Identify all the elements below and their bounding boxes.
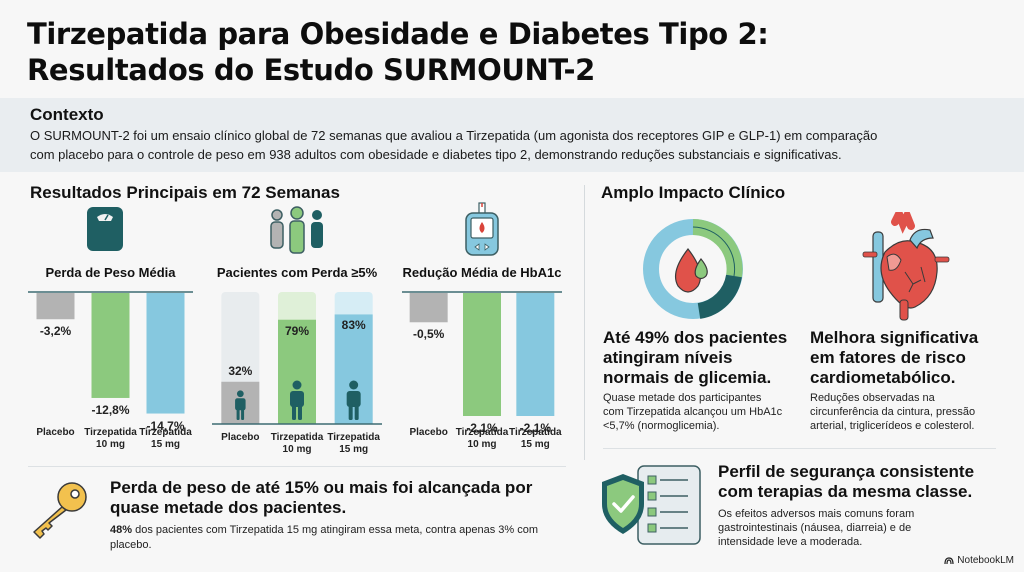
key-finding-heading: Perda de peso de até 15% ou mais foi alc… xyxy=(110,478,533,517)
data-label: -12,8% xyxy=(91,402,130,417)
category-label: Placebo xyxy=(221,432,260,443)
people-icon xyxy=(270,206,323,254)
safety-text: Os efeitos adversos mais comuns foram ga… xyxy=(718,508,915,548)
heart-icon xyxy=(862,212,950,321)
data-label: 79% xyxy=(284,323,310,338)
title-line-2: Resultados do Estudo SURMOUNT-2 xyxy=(27,53,595,87)
chart-title: Redução Média de HbA1c xyxy=(402,265,562,280)
data-label: -2,1% xyxy=(466,421,498,435)
context-panel: Contexto O SURMOUNT-2 foi um ensaio clín… xyxy=(0,98,1024,172)
shield-checklist-icon xyxy=(602,465,701,545)
key-icon xyxy=(33,482,87,539)
data-label: 83% xyxy=(341,318,366,333)
bar xyxy=(463,293,501,416)
brand-label: NotebookLM xyxy=(957,555,1014,566)
divider xyxy=(603,448,996,449)
data-label: 32% xyxy=(228,363,253,378)
bar xyxy=(516,293,555,416)
title-line-1: Tirzepatida para Obesidade e Diabetes Ti… xyxy=(27,17,769,51)
bar xyxy=(409,293,448,323)
divider xyxy=(28,466,566,467)
chart-hba1c: Redução Média de HbA1c -0,5% Placebo -2,1%… xyxy=(402,202,562,460)
plot-area xyxy=(28,291,193,414)
impact-heading: Amplo Impacto Clínico xyxy=(601,183,786,202)
glycemia-text: Quase metade dos participantes com Tirze… xyxy=(603,392,783,432)
plot-area xyxy=(402,291,562,416)
category-label: Placebo xyxy=(36,427,75,438)
category-label: Tirzepatida 10 mg xyxy=(84,427,137,450)
data-label: -14,7% xyxy=(146,418,185,433)
key-finding-highlight: 48% xyxy=(110,524,133,536)
person-icon xyxy=(235,390,246,420)
bar xyxy=(146,293,185,414)
key-finding-rest: dos pacientes com Tirzepatida 15 mg atin… xyxy=(110,524,539,551)
scale-icon xyxy=(87,207,123,251)
brand: NotebookLM xyxy=(944,555,1014,566)
glycemia-heading: Até 49% dos pacientes atingiram níveis n… xyxy=(603,328,788,387)
results-heading: Resultados Principais em 72 Semanas xyxy=(30,183,340,202)
bar xyxy=(91,293,130,398)
cardio-heading: Melhora significativa em fatores de risc… xyxy=(810,328,979,387)
chart-patients-5pct: Pacientes com Perda ≥5% 32% Placebo 79% Tir… xyxy=(212,205,382,460)
data-label: -0,5% xyxy=(412,327,445,342)
key-finding-text: 48% dos pacientes com Tirzepatida 15 mg … xyxy=(110,523,560,553)
page-title: Tirzepatida para Obesidade e Diabetes Ti… xyxy=(27,16,769,88)
safety-heading: Perfil de segurança consistente com tera… xyxy=(718,462,975,501)
chart-weight-loss: Perda de Peso Média -3,2% Placebo -12,8% Ti… xyxy=(28,205,193,460)
category-label: Tirzepatida 15 mg xyxy=(139,427,192,450)
context-text-line-2: com placebo para o controle de peso em 9… xyxy=(30,147,842,162)
cardio-text: Reduções observadas na circunferência da… xyxy=(810,392,976,432)
section-divider xyxy=(584,185,585,460)
bar xyxy=(36,293,75,320)
plot-area xyxy=(212,292,382,425)
category-label: Tirzepatida 15 mg xyxy=(509,427,562,450)
chart-title: Perda de Peso Média xyxy=(45,265,176,280)
person-icon xyxy=(346,380,361,420)
blood-drop-ring-icon xyxy=(643,219,743,319)
context-text-line-1: O SURMOUNT-2 foi um ensaio clínico globa… xyxy=(30,128,878,143)
notebooklm-logo-icon xyxy=(944,556,954,564)
category-label: Tirzepatida 15 mg xyxy=(327,432,380,455)
data-label: -3,2% xyxy=(39,324,72,339)
data-label: -2,1% xyxy=(519,421,551,435)
chart-title: Pacientes com Perda ≥5% xyxy=(216,265,378,280)
glucose-meter-icon xyxy=(465,202,499,256)
category-label: Tirzepatida 10 mg xyxy=(455,427,509,450)
context-heading: Contexto xyxy=(30,105,104,124)
category-label: Tirzepatida 10 mg xyxy=(270,432,324,455)
category-label: Placebo xyxy=(409,427,448,438)
person-icon xyxy=(290,380,304,420)
